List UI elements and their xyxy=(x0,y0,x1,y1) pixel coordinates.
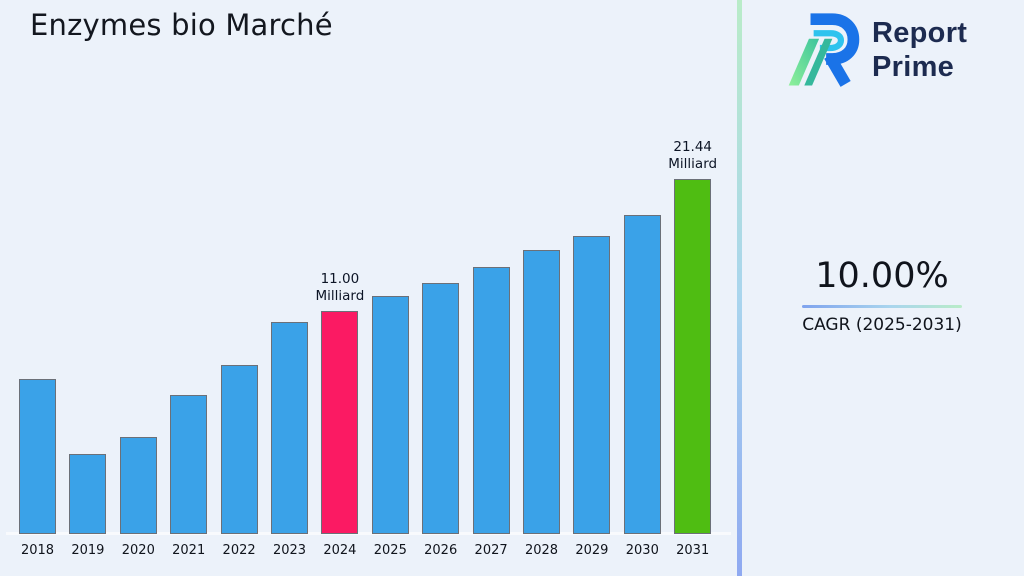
cagr-value: 10.00% xyxy=(815,256,949,296)
bar-2022 xyxy=(220,365,258,534)
cagr-label: CAGR (2025-2031) xyxy=(802,315,962,335)
report-prime-logo: Report Prime xyxy=(784,8,967,92)
x-tick-2019: 2019 xyxy=(71,543,105,558)
bar-2027 xyxy=(472,267,510,534)
logo-word-prime: Prime xyxy=(872,51,955,83)
bar-2028 xyxy=(523,250,560,534)
bar-2026 xyxy=(422,283,460,534)
cagr-block: 10.00% CAGR (2025-2031) xyxy=(742,256,1022,335)
x-axis-baseline xyxy=(6,532,731,535)
report-prime-logo-mark-icon xyxy=(788,13,860,87)
x-tick-2018: 2018 xyxy=(20,543,55,558)
x-tick-2029: 2029 xyxy=(575,543,609,558)
cagr-underline xyxy=(802,305,962,308)
x-tick-2020: 2020 xyxy=(121,543,155,558)
bar-2029 xyxy=(573,236,611,534)
bar-2023 xyxy=(271,322,308,534)
bar-2031 xyxy=(674,179,712,534)
bar-value-label-2024: 11.00 Milliard xyxy=(315,271,365,304)
bar-2020 xyxy=(119,437,157,534)
bar-2024 xyxy=(321,311,359,534)
bar-2019 xyxy=(69,454,107,534)
bar-2030 xyxy=(623,215,661,534)
bar-value-label-2031: 21.44 Milliard xyxy=(668,139,718,172)
x-tick-2024: 2024 xyxy=(323,543,357,558)
report-prime-logo-text: Report Prime xyxy=(872,16,967,84)
x-tick-2022: 2022 xyxy=(222,543,256,558)
x-tick-2023: 2023 xyxy=(272,543,307,558)
x-tick-2031: 2031 xyxy=(676,543,710,558)
page-title: Enzymes bio Marché xyxy=(30,8,333,42)
x-tick-2025: 2025 xyxy=(373,543,407,558)
x-tick-2030: 2030 xyxy=(625,543,659,558)
bar-2021 xyxy=(170,395,208,534)
bar-2018 xyxy=(19,379,56,534)
logo-word-report: Report xyxy=(872,17,968,49)
x-tick-2021: 2021 xyxy=(172,543,206,558)
vertical-divider xyxy=(737,0,742,576)
x-tick-2027: 2027 xyxy=(474,543,508,558)
x-tick-2028: 2028 xyxy=(524,543,559,558)
bar-chart: 2018 2019 2020 2021 2022 2023 2024 2025 2026 2027… xyxy=(6,139,731,558)
x-tick-2026: 2026 xyxy=(424,543,458,558)
bar-2025 xyxy=(371,296,409,534)
